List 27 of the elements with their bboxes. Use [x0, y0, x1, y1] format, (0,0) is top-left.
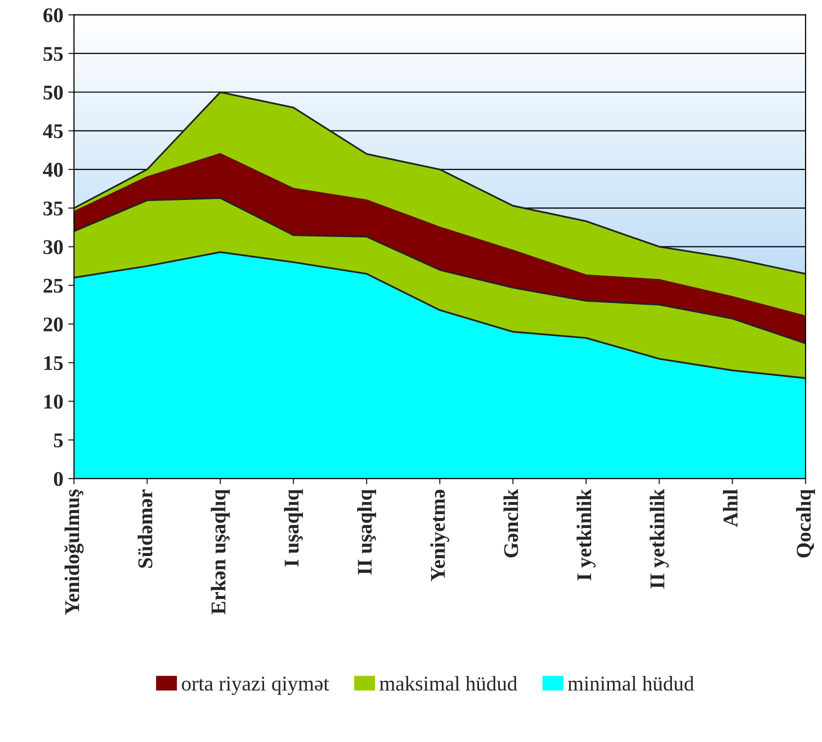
x-tick-label: Yenidoğulmuş	[64, 490, 84, 615]
legend-label: maksimal hüdud	[380, 676, 518, 691]
x-tick-label: Erkən uşaqlıq	[210, 489, 230, 614]
y-tick-label: 25	[44, 278, 63, 293]
x-tick-label: Qocalıq	[796, 489, 816, 558]
y-tick-label: 15	[44, 356, 63, 370]
y-tick-label: 20	[44, 317, 63, 332]
y-tick-label: 40	[43, 162, 63, 177]
y-tick-label: 0	[54, 472, 63, 486]
y-tick-label: 55	[44, 47, 63, 61]
legend-label: orta riyazi qiymət	[182, 676, 330, 695]
y-tick-label: 30	[44, 240, 63, 254]
y-tick-label: 35	[44, 202, 63, 216]
x-tick-label: II uşaqlıq	[357, 489, 376, 575]
x-tick-label: Yeniyetmə	[430, 490, 450, 582]
y-tick-label: 5	[54, 434, 63, 448]
y-tick-label: 10	[44, 394, 63, 409]
x-tick-label: I yetkinlik	[576, 489, 596, 580]
y-tick-label: 60	[43, 8, 63, 22]
x-tick-label: Ahıl	[722, 489, 738, 528]
y-tick-label: 50	[44, 86, 63, 100]
x-tick-label: II yetkinlik	[650, 489, 669, 588]
x-tick-label: Gənclik	[503, 489, 518, 558]
x-tick-label: I uşaqlıq	[284, 489, 303, 566]
x-tick-label: Südəmər	[138, 489, 152, 568]
y-tick-label: 45	[43, 124, 63, 138]
legend-label: minimal hüdud	[568, 676, 694, 691]
